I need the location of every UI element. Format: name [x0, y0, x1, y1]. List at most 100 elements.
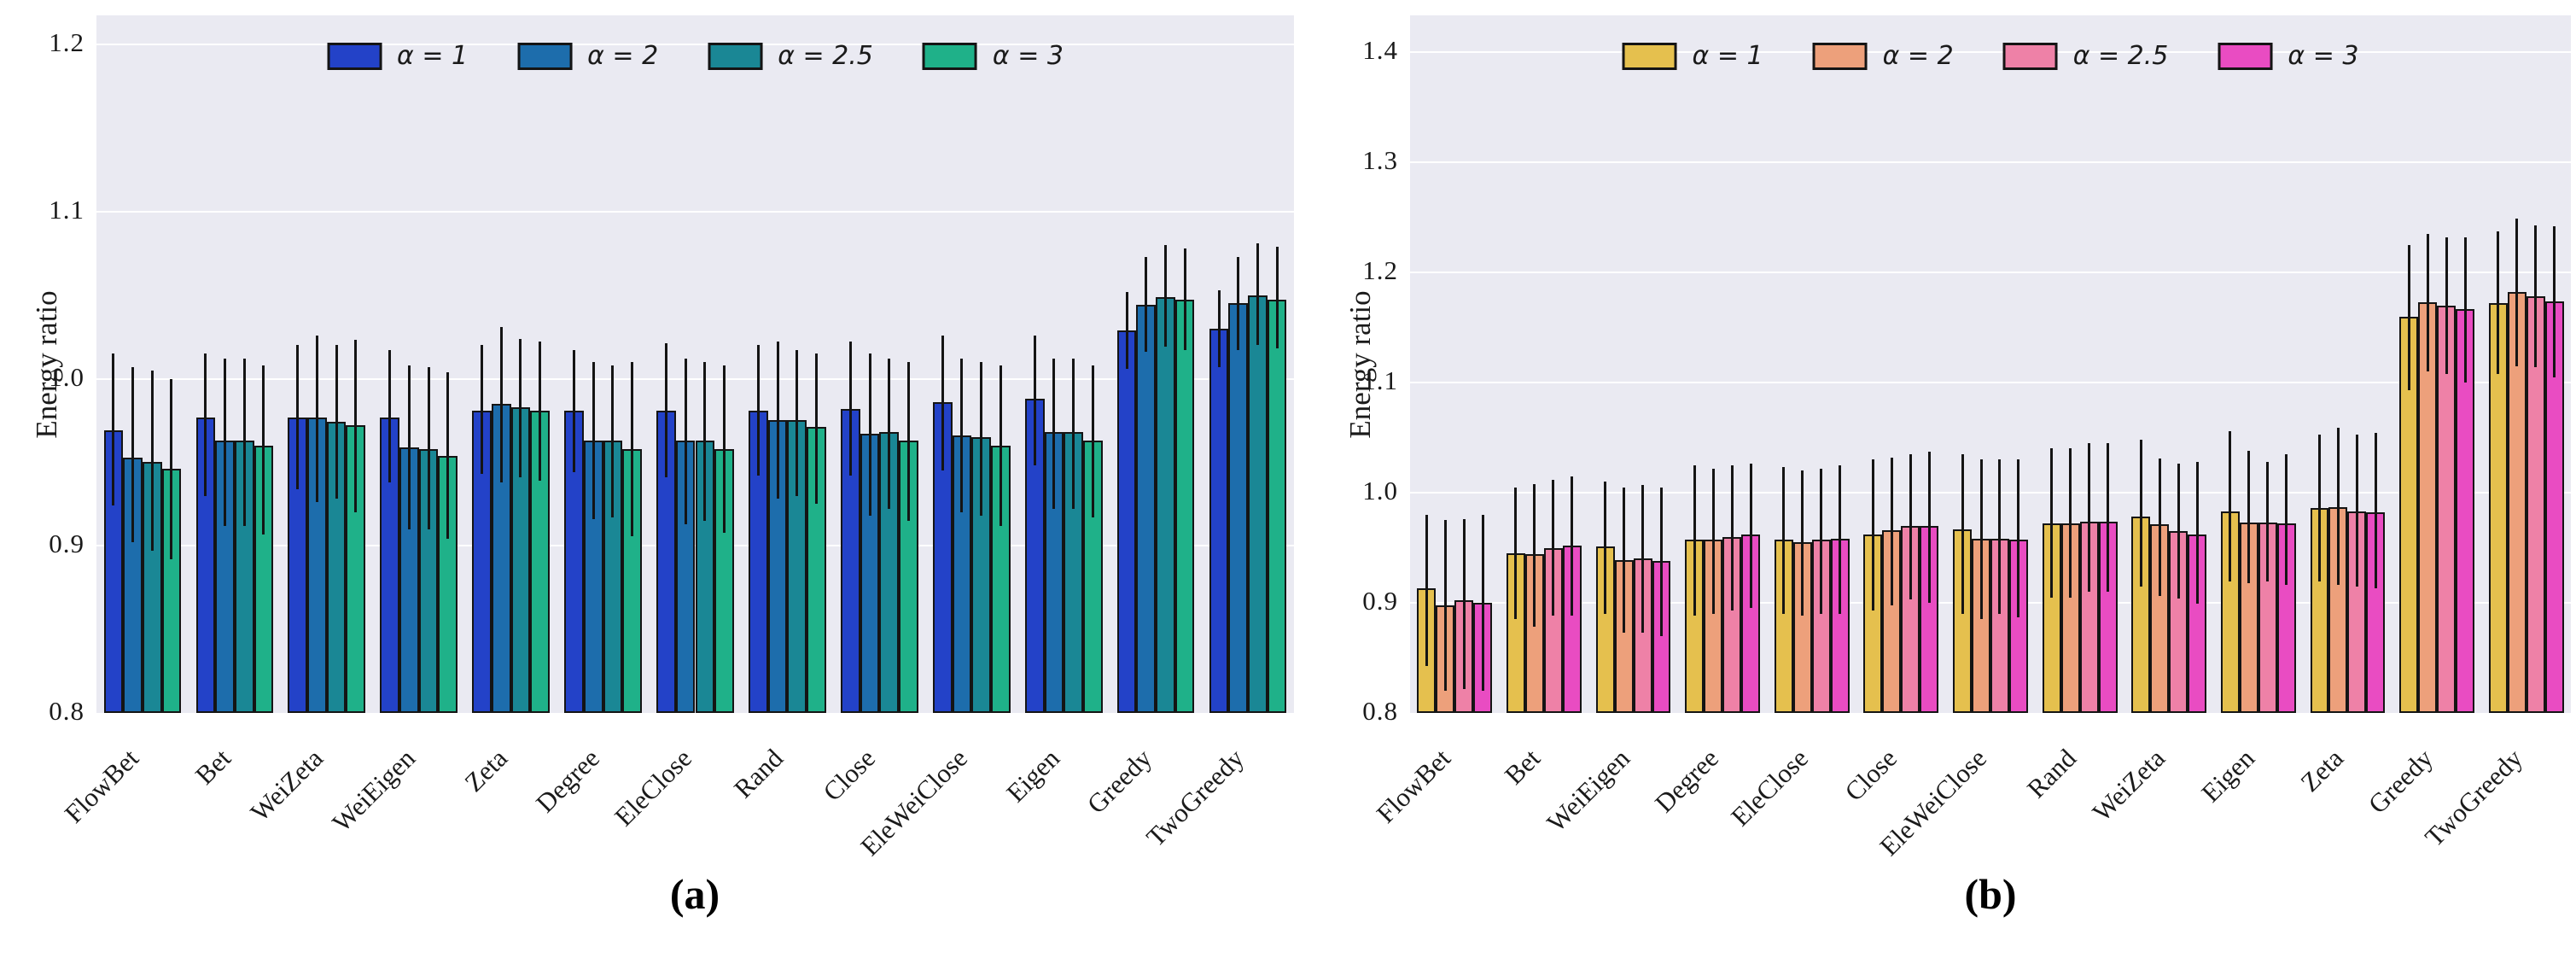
error-bar [2088, 442, 2091, 593]
error-bar [1125, 291, 1128, 369]
gridline [96, 210, 1294, 213]
error-bar [1801, 470, 1804, 616]
error-bar [848, 342, 852, 476]
legend-label: α = 1 [397, 41, 469, 71]
error-bar [2177, 464, 2180, 599]
error-bar [631, 361, 634, 536]
error-bar [1033, 335, 1036, 466]
error-bar [906, 361, 910, 521]
error-bar [1623, 487, 1626, 633]
error-bar [519, 338, 522, 477]
error-bar [1782, 467, 1786, 614]
error-bar [756, 345, 760, 476]
legend-item-0: α = 1 [1622, 41, 1763, 71]
error-bar [2318, 434, 2321, 582]
caption-b: (b) [1964, 870, 2017, 918]
error-bar [1711, 468, 1715, 614]
error-bar [1820, 468, 1823, 614]
legend-item-2: α = 2.5 [2002, 41, 2168, 71]
error-bar [1909, 453, 1912, 600]
error-bar [296, 345, 300, 489]
error-bar [1275, 246, 1279, 349]
error-bar [2247, 450, 2251, 583]
legend-swatch-icon [708, 42, 763, 70]
error-bar [481, 345, 484, 475]
error-bar [1552, 479, 1555, 616]
error-bar [407, 365, 411, 529]
error-bar [1145, 256, 1148, 353]
legend-label: α = 2 [1882, 41, 1954, 71]
error-bar [1604, 482, 1607, 614]
error-bar [224, 359, 227, 526]
y-tick-label: 1.1 [49, 194, 85, 225]
error-bar [2336, 427, 2340, 586]
error-bar [1871, 459, 1874, 611]
legend-label: α = 3 [2288, 41, 2359, 71]
error-bar [1072, 359, 1075, 510]
error-bar [2534, 225, 2538, 367]
legend-item-2: α = 2.5 [708, 41, 873, 71]
y-tick-label: 0.8 [49, 696, 85, 727]
error-bar [1514, 487, 1518, 620]
error-bar [2355, 434, 2358, 587]
error-bar [1927, 452, 1931, 603]
error-bar [2463, 237, 2467, 383]
error-bar [204, 353, 207, 496]
error-bar [868, 353, 871, 516]
gridline [96, 44, 1294, 45]
error-bar [1481, 514, 1484, 692]
gridline [1410, 51, 2571, 53]
error-bar [1217, 289, 1221, 367]
error-bar [335, 345, 338, 499]
y-tick-label: 0.9 [1362, 586, 1398, 616]
error-bar [388, 350, 392, 482]
error-bar [2266, 461, 2270, 582]
legend-label: α = 2.5 [778, 41, 873, 71]
legend-item-1: α = 2 [517, 41, 658, 71]
error-bar [1571, 476, 1574, 616]
gridline [1410, 382, 2571, 383]
error-bar [1693, 464, 1696, 616]
legend-swatch-icon [1812, 42, 1868, 70]
error-bar [2069, 448, 2072, 598]
error-bar [1533, 483, 1536, 628]
error-bar [1237, 256, 1240, 351]
error-bar [2497, 231, 2500, 374]
gridline [1410, 272, 2571, 273]
error-bar [2229, 430, 2232, 582]
gridline [1410, 161, 2571, 163]
caption-a: (a) [669, 870, 720, 918]
error-bar [2407, 244, 2410, 391]
error-bar [722, 365, 726, 533]
error-bar [131, 366, 135, 543]
error-bar [1443, 520, 1447, 692]
error-bar [1256, 242, 1259, 346]
error-bar [2195, 461, 2199, 605]
error-bar [112, 353, 115, 506]
y-tick-label: 1.2 [49, 27, 85, 58]
error-bar [573, 350, 576, 473]
error-bar [2107, 442, 2110, 593]
legend-label: α = 3 [992, 41, 1064, 71]
legend-item-1: α = 2 [1812, 41, 1954, 71]
gridline [96, 377, 1294, 380]
legend-swatch-icon [2002, 42, 2058, 70]
error-bar [2050, 448, 2054, 598]
error-bar [941, 335, 944, 471]
error-bar [1425, 514, 1428, 666]
error-bar [1890, 457, 1893, 605]
error-bar [888, 359, 891, 510]
error-bar [1730, 464, 1734, 611]
error-bar [1839, 464, 1842, 614]
error-bar [354, 340, 358, 513]
y-tick-label: 1.0 [49, 361, 85, 392]
error-bar [242, 359, 246, 526]
error-bar [592, 361, 595, 519]
error-bar [2017, 459, 2020, 617]
error-bar [2374, 433, 2377, 589]
error-bar [611, 365, 615, 517]
error-bar [2515, 218, 2519, 366]
